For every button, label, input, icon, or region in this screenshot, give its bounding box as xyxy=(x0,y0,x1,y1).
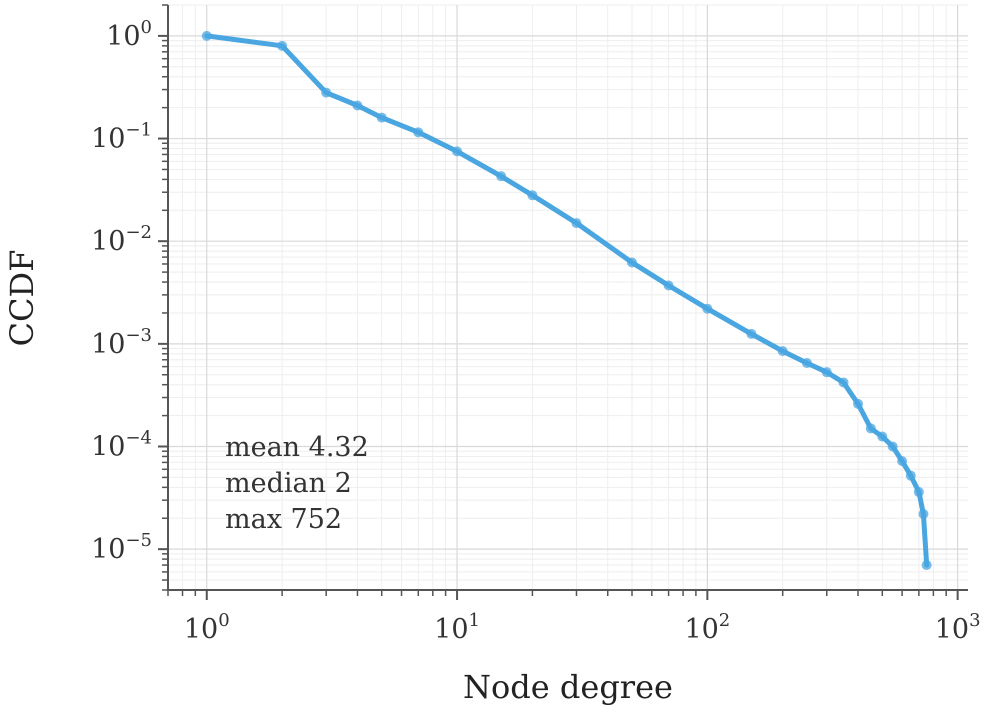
data-point xyxy=(571,218,582,229)
data-point xyxy=(921,560,932,571)
data-point xyxy=(496,171,507,182)
data-point xyxy=(897,456,908,467)
data-point xyxy=(801,358,812,369)
data-point xyxy=(918,509,929,520)
data-point xyxy=(838,377,849,388)
tick-labels: 100 101 102 103 100 10−1 10−2 10−3 10−4 10−5 xyxy=(91,17,980,645)
data-point xyxy=(277,40,288,51)
data-point xyxy=(413,127,424,138)
stats-max: max 752 xyxy=(225,504,342,535)
y-tick-label: 10−4 xyxy=(91,428,152,463)
data-point xyxy=(527,190,538,201)
data-point xyxy=(905,470,916,481)
data-point xyxy=(853,398,864,409)
y-tick-label: 10−2 xyxy=(91,222,152,257)
y-tick-label: 10−3 xyxy=(91,325,152,360)
data-point xyxy=(746,328,757,339)
x-tick-label: 103 xyxy=(935,610,981,645)
data-point xyxy=(663,280,674,291)
data-point xyxy=(452,146,463,157)
data-point xyxy=(376,112,387,123)
minor-grid xyxy=(167,4,968,591)
series-layer xyxy=(201,30,932,571)
data-point xyxy=(913,487,924,498)
data-point xyxy=(627,257,638,268)
ticks xyxy=(158,4,959,600)
x-tick-label: 100 xyxy=(184,610,230,645)
major-grid xyxy=(168,5,968,590)
data-point xyxy=(321,87,332,98)
stats-mean: mean 4.32 xyxy=(225,432,369,463)
x-axis-title: Node degree xyxy=(463,668,673,706)
data-point xyxy=(821,367,832,378)
data-point xyxy=(887,441,898,452)
y-tick-label: 10−5 xyxy=(91,530,152,565)
data-point xyxy=(201,30,212,41)
data-point xyxy=(865,423,876,434)
y-axis-title: CCDF xyxy=(3,250,41,347)
data-point xyxy=(777,346,788,357)
data-point xyxy=(877,431,888,442)
data-point xyxy=(702,303,713,314)
data-point xyxy=(352,100,363,111)
x-tick-label: 101 xyxy=(434,610,480,645)
y-tick-label: 100 xyxy=(106,17,152,52)
x-tick-label: 102 xyxy=(684,610,730,645)
y-tick-label: 10−1 xyxy=(91,120,152,155)
stats-median: median 2 xyxy=(225,468,352,499)
axes xyxy=(167,5,968,591)
